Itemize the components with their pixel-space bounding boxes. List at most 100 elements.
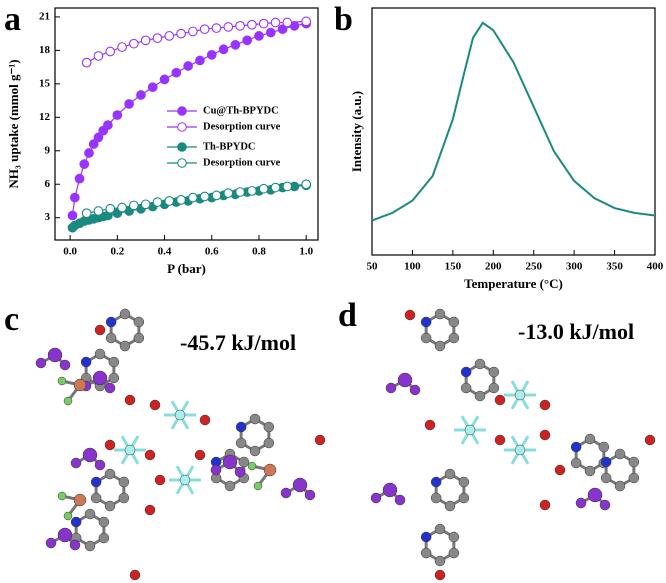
atom — [144, 504, 156, 516]
atom — [94, 324, 106, 336]
atom — [420, 547, 432, 559]
data-point — [81, 208, 92, 219]
atom — [104, 500, 116, 512]
data-point — [270, 182, 281, 193]
atom — [98, 516, 110, 528]
atom — [397, 372, 413, 388]
atom — [133, 316, 145, 328]
atom — [210, 464, 222, 476]
atom — [430, 492, 442, 504]
atom — [474, 390, 486, 402]
atom — [94, 348, 106, 360]
x-tick-label: 50 — [367, 261, 379, 273]
legend-label: Cu@Th-BPYDC — [203, 105, 279, 116]
atom — [488, 366, 500, 378]
atom — [235, 437, 247, 449]
data-point — [270, 17, 281, 28]
data-point — [74, 173, 85, 184]
y-tick-label: 12 — [39, 111, 51, 123]
atom — [118, 492, 130, 504]
atom — [409, 384, 421, 396]
atom — [73, 493, 87, 507]
data-point — [164, 31, 175, 41]
atom — [57, 491, 67, 501]
atom — [434, 340, 446, 352]
x-tick-label: 400 — [647, 261, 664, 273]
atom — [448, 531, 460, 543]
atom — [570, 441, 582, 453]
panel-label: d — [338, 297, 357, 334]
atom — [63, 396, 73, 406]
data-point — [183, 61, 194, 71]
atom — [263, 437, 275, 449]
atom — [584, 433, 596, 445]
atom — [444, 468, 456, 480]
data-point — [84, 148, 94, 158]
atom — [434, 555, 446, 567]
atom — [314, 434, 326, 446]
y-tick-label: 9 — [45, 144, 51, 156]
y-axis-title: Intensity (a.u.) — [349, 91, 364, 172]
data-point — [105, 46, 116, 57]
atom — [92, 370, 108, 386]
atom — [70, 516, 82, 528]
atom — [124, 444, 136, 456]
data-point — [206, 49, 217, 60]
data-point — [242, 35, 253, 46]
atom — [434, 569, 446, 581]
atom — [448, 547, 460, 559]
atom — [129, 569, 141, 581]
atom — [539, 399, 551, 411]
data-point — [152, 197, 163, 207]
data-point — [93, 206, 104, 216]
atom — [224, 480, 236, 492]
atom — [98, 532, 110, 544]
atom — [404, 309, 416, 321]
data-point — [265, 27, 276, 38]
data-point — [195, 55, 205, 66]
atom — [144, 449, 156, 461]
atom — [80, 356, 92, 368]
atom — [424, 419, 436, 431]
x-axis-title: P (bar) — [167, 261, 206, 276]
atom — [370, 492, 382, 504]
data-point — [164, 196, 175, 206]
data-point — [188, 26, 198, 37]
atom — [420, 316, 432, 328]
data-point — [93, 51, 104, 61]
data-point — [301, 179, 312, 190]
x-tick-label: 0.2 — [110, 246, 124, 258]
y-axis-title: NH₃ uptake (mmol g⁻¹) — [6, 59, 21, 188]
y-tick-label: 6 — [45, 178, 51, 190]
data-point — [258, 183, 269, 194]
x-tick-label: 350 — [606, 261, 623, 273]
data-point — [230, 39, 241, 50]
atom — [600, 456, 612, 468]
atom — [235, 421, 247, 433]
atom — [464, 424, 476, 436]
atom — [108, 372, 120, 384]
x-tick-label: 300 — [566, 261, 583, 273]
data-point — [136, 90, 146, 100]
data-point — [282, 17, 293, 28]
data-point — [277, 24, 288, 35]
atom — [430, 476, 442, 488]
data-point — [258, 18, 269, 29]
data-point — [223, 22, 234, 32]
y-tick-label: 15 — [39, 77, 51, 89]
data-point — [93, 132, 104, 143]
data-point — [247, 186, 257, 196]
data-point — [254, 31, 264, 41]
data-point — [199, 24, 210, 35]
atom — [70, 457, 82, 469]
atom — [222, 454, 238, 470]
atom — [474, 358, 486, 370]
atom — [448, 316, 460, 328]
atom — [494, 434, 506, 446]
atom — [119, 340, 131, 352]
atom — [105, 332, 117, 344]
data-point — [117, 202, 127, 213]
atom — [514, 389, 526, 401]
atom — [494, 394, 506, 406]
